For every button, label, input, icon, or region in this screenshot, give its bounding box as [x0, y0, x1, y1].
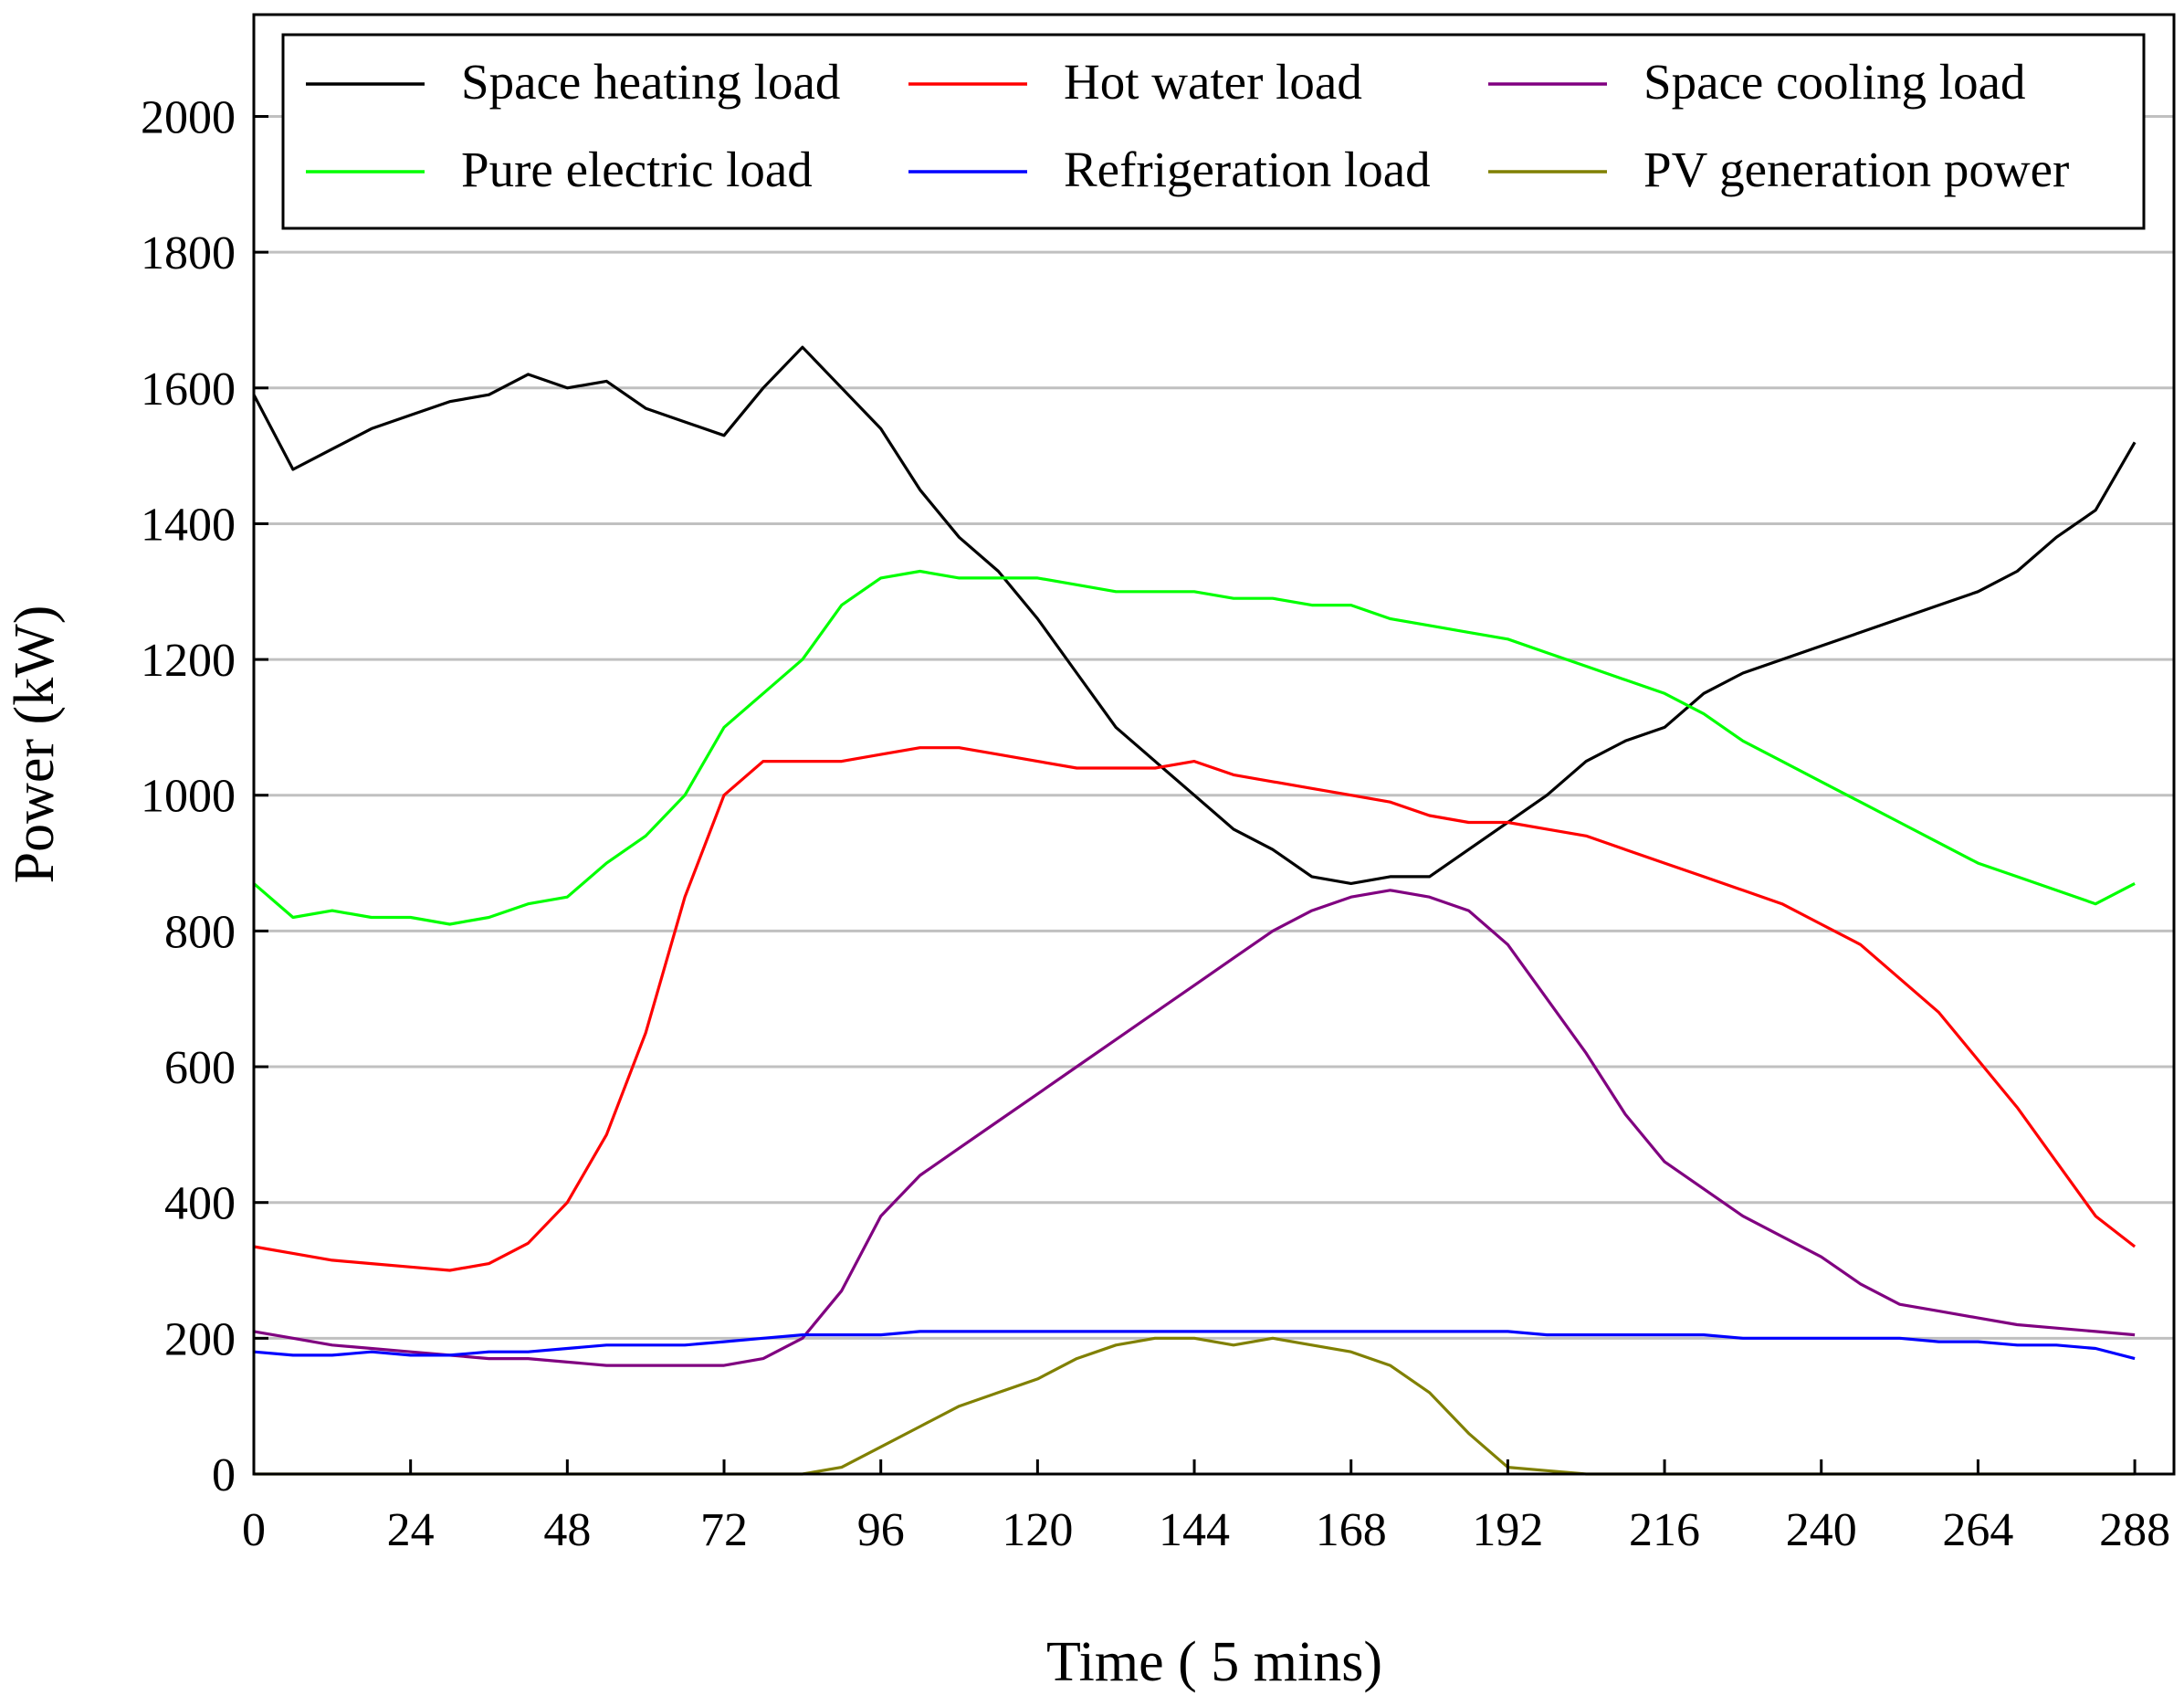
y-tick-label: 400: [164, 1178, 236, 1230]
x-tick-label: 264: [1942, 1504, 2013, 1556]
y-tick-label: 1200: [141, 635, 236, 687]
y-axis-ticks: 0 200 400 600 800 1000 1200 1400 1600 1800 2000: [141, 91, 268, 1501]
series-line-space-cooling-load: [253, 889, 2136, 1367]
series-line-pure-electric-load: [252, 569, 2136, 926]
legend: Space heating load Hot water load Space co…: [281, 33, 2146, 230]
legend-items: Space heating load Hot water load Space co…: [306, 54, 2069, 197]
x-tick-label: 144: [1159, 1504, 1230, 1556]
x-tick-label: 96: [857, 1504, 905, 1556]
x-tick-label: 120: [1002, 1504, 1073, 1556]
y-tick-label: 600: [164, 1042, 236, 1094]
legend-label: Space cooling load: [1643, 54, 2026, 110]
series-group: [252, 345, 2137, 1476]
y-tick-label: 2000: [141, 91, 236, 143]
series-line-space-heating-load: [252, 345, 2137, 886]
y-tick-label: 200: [164, 1313, 236, 1365]
x-tick-label: 24: [387, 1504, 435, 1556]
legend-label: Space heating load: [461, 54, 840, 110]
series-line-hot-water-load: [253, 746, 2137, 1272]
x-axis-title: Time ( 5 mins): [1046, 1631, 1382, 1693]
y-tick-label: 0: [212, 1449, 236, 1501]
x-tick-label: 288: [2099, 1504, 2170, 1556]
y-axis-title: Power (kW): [4, 606, 66, 884]
legend-label: Pure electric load: [461, 142, 813, 197]
series-line-refrigeration-load: [253, 1330, 2136, 1361]
y-tick-label: 800: [164, 906, 236, 958]
legend-label: Hot water load: [1064, 54, 1362, 110]
legend-label: PV generation power: [1643, 142, 2069, 197]
y-tick-label: 1800: [141, 227, 236, 279]
x-tick-label: 48: [543, 1504, 591, 1556]
x-tick-label: 72: [700, 1504, 748, 1556]
x-tick-label: 168: [1316, 1504, 1387, 1556]
y-tick-label: 1600: [141, 363, 236, 416]
y-tick-label: 1400: [141, 499, 236, 551]
plot-frame: [252, 13, 2176, 1476]
x-tick-label: 0: [242, 1504, 266, 1556]
x-tick-label: 240: [1786, 1504, 1857, 1556]
x-tick-label: 216: [1629, 1504, 1700, 1556]
x-tick-label: 192: [1472, 1504, 1543, 1556]
legend-box: [281, 33, 2146, 230]
legend-label: Refrigeration load: [1064, 142, 1431, 197]
y-tick-label: 1000: [141, 771, 236, 823]
x-axis-ticks: 0 24 48 72 96 120 144 168 192 216 240 264 288: [242, 1459, 2170, 1556]
